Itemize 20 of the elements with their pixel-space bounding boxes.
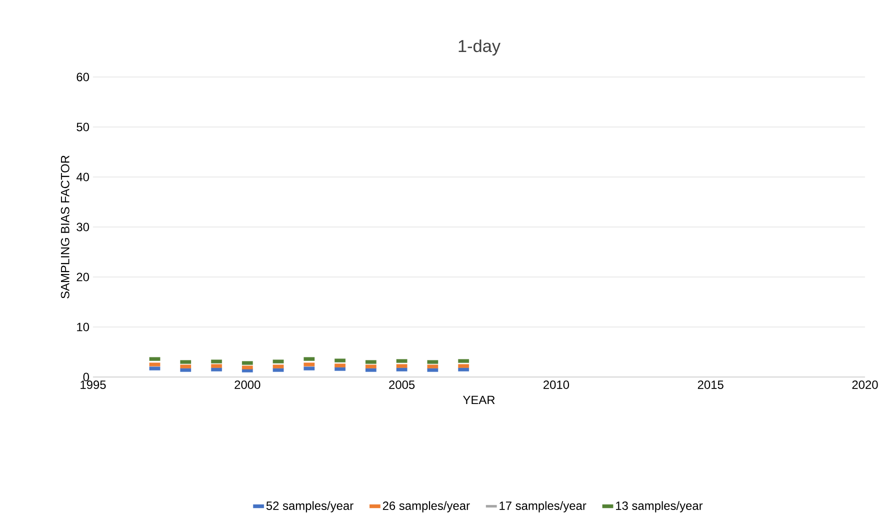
- legend-label: 26 samples/year: [382, 501, 470, 512]
- y-axis-title: SAMPLING BIAS FACTOR: [60, 156, 70, 298]
- y-tick-label: 60: [76, 72, 90, 82]
- y-tick-label: 0: [83, 372, 90, 382]
- x-tick-label: 2020: [852, 380, 878, 389]
- legend-label: 52 samples/year: [266, 501, 354, 512]
- x-tick-label: 2005: [389, 380, 415, 389]
- y-tick-label: 50: [76, 122, 90, 132]
- y-tick-label: 20: [76, 272, 90, 282]
- x-tick-label: 2000: [234, 380, 260, 389]
- y-tick-label: 40: [76, 172, 90, 182]
- y-tick-label: 30: [76, 222, 90, 232]
- x-axis-title: YEAR: [462, 396, 495, 404]
- x-tick-label: 1995: [80, 380, 106, 389]
- y-tick-label: 10: [77, 322, 90, 332]
- legend-label: 13 samples/year: [616, 501, 703, 512]
- x-tick-label: 2010: [544, 380, 570, 389]
- legend-label: 17 samples/year: [500, 501, 586, 512]
- chart-title: 1-day: [458, 39, 500, 56]
- x-tick-label: 2015: [698, 380, 724, 389]
